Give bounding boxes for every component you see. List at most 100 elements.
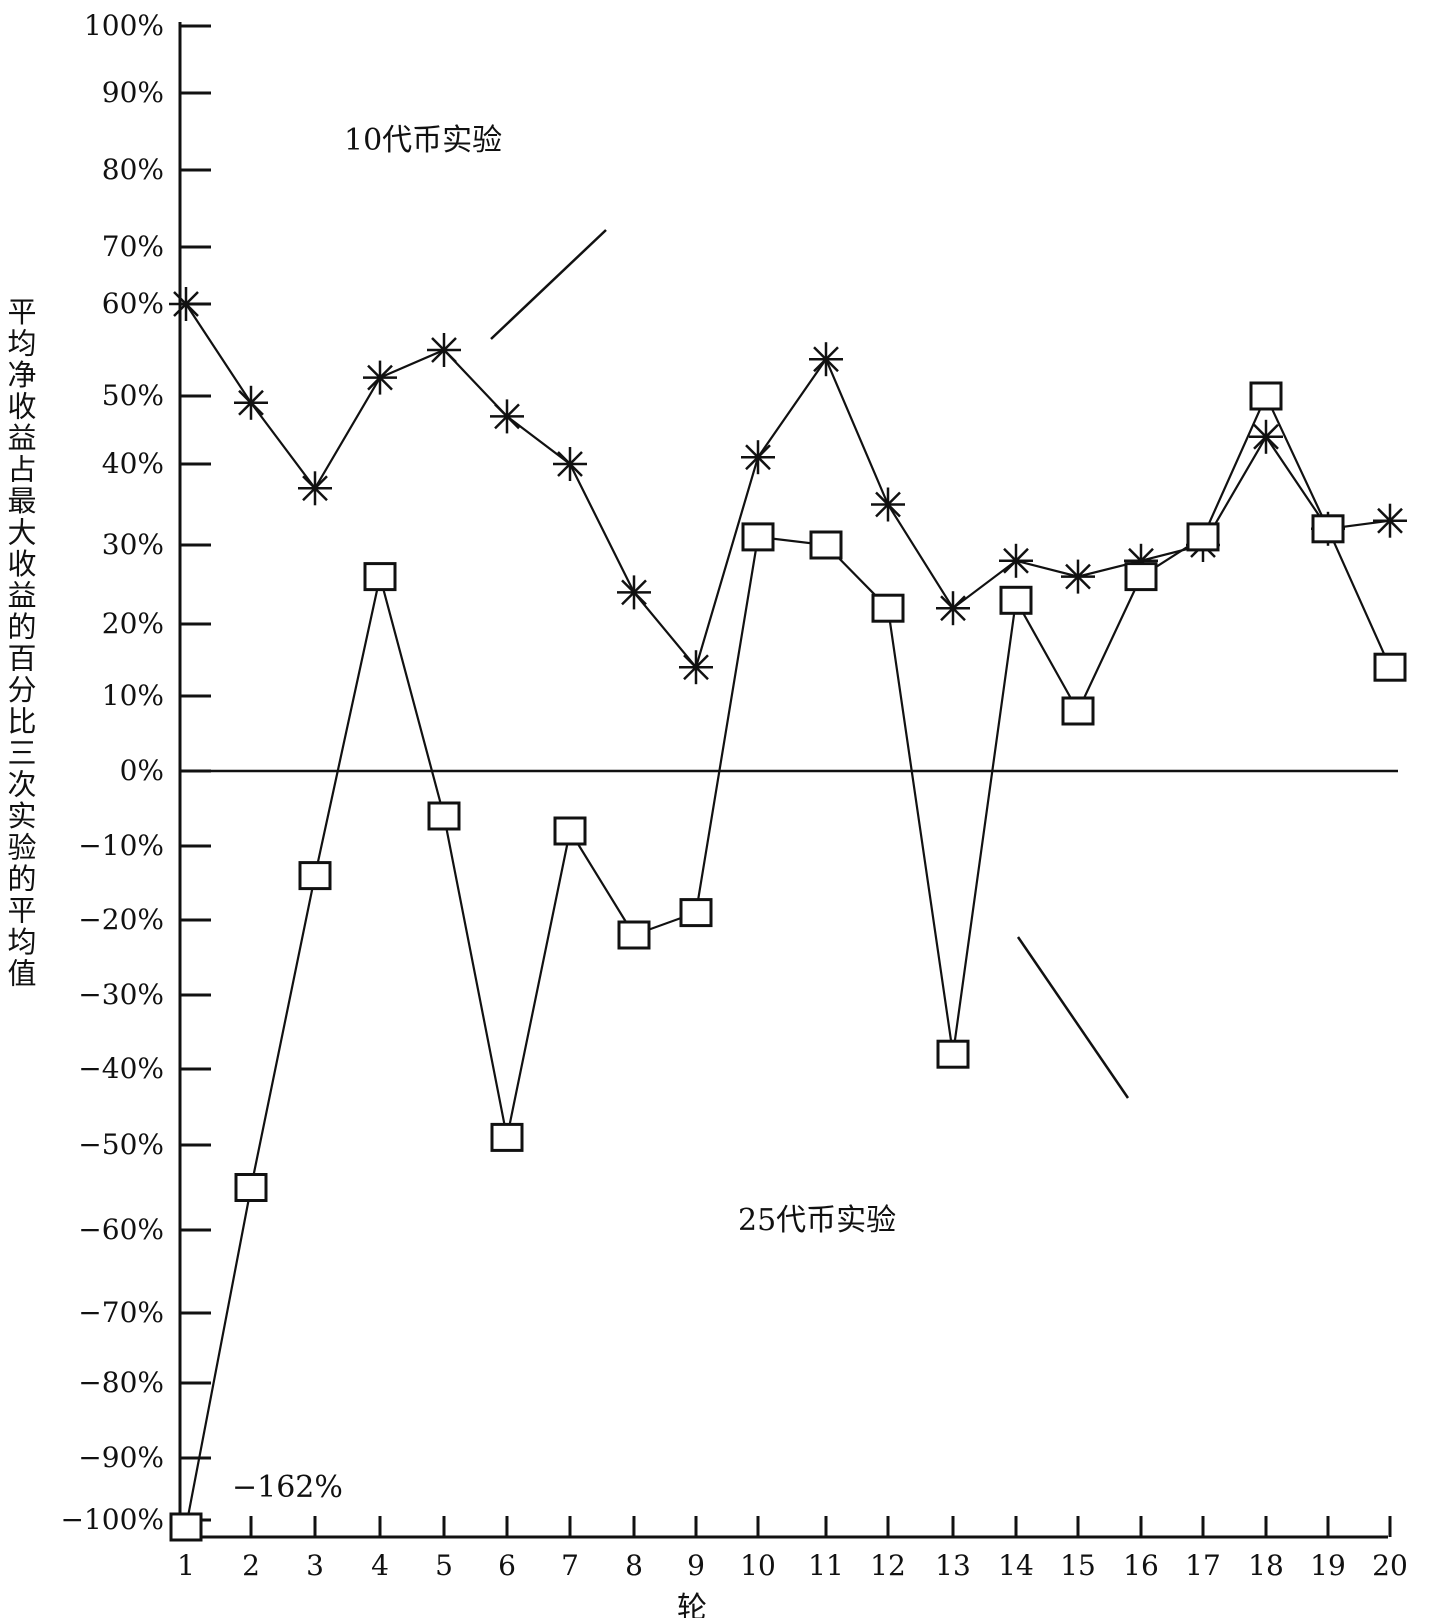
series-2-label: 25代币实验: [738, 1203, 896, 1238]
y-axis-label-char: 百: [7, 642, 36, 676]
y-axis-label-char: 益: [7, 421, 36, 455]
x-axis-label: 轮: [677, 1591, 707, 1618]
series-2-point: [679, 898, 713, 928]
y-axis-label-char: 平: [7, 295, 36, 329]
y-ticks: 100% 90% 80% 70% 60% 50% 40% 30% 20% 10% 0% −10% −20…: [60, 9, 211, 1536]
y-tick-label: −50%: [78, 1128, 164, 1161]
y-tick-label: −40%: [78, 1052, 164, 1085]
series-1-point: [809, 342, 843, 377]
series-1-line: [185, 303, 1391, 670]
y-axis-label-char: 实: [7, 799, 36, 833]
y-axis-label-char: 的: [7, 862, 36, 896]
y-tick-label: −30%: [78, 978, 164, 1011]
series-2-point: [1311, 514, 1345, 544]
x-tick-label: 5: [435, 1549, 453, 1582]
y-tick-label: −10%: [78, 829, 164, 862]
x-tick-label: 20: [1372, 1549, 1408, 1582]
series-2-point: [1373, 652, 1407, 682]
y-axis-label-char: 的: [7, 610, 36, 644]
y-axis-label-char: 占: [7, 453, 36, 487]
x-tick-label: 18: [1248, 1549, 1284, 1582]
series-2-point: [169, 1512, 203, 1542]
x-tick-label: 16: [1123, 1549, 1159, 1582]
y-tick-label: 20%: [102, 607, 164, 640]
series-2-point: [363, 562, 397, 592]
series-1-point: [871, 487, 905, 522]
y-tick-label: −20%: [78, 903, 164, 936]
series-2-pointer-line: [1016, 936, 1130, 1099]
series-1-point: [679, 650, 713, 685]
y-tick-label: −70%: [78, 1296, 164, 1329]
x-tick-label: 13: [935, 1549, 971, 1582]
x-tick-label: 3: [306, 1549, 324, 1582]
y-tick-label: −90%: [78, 1441, 164, 1474]
series-2-point: [1124, 562, 1158, 592]
series-2-point: [999, 585, 1033, 615]
y-tick-label: 90%: [102, 76, 164, 109]
x-tick-label: 10: [740, 1549, 776, 1582]
series-1-point: [363, 360, 397, 395]
series-1-point: [741, 440, 775, 475]
x-tick-label: 11: [808, 1549, 844, 1582]
series-2-point: [1186, 522, 1220, 552]
series-2-point: [553, 816, 587, 846]
x-tick-label: 15: [1060, 1549, 1096, 1582]
series-1-point: [936, 591, 970, 626]
series-2-point: [490, 1122, 524, 1152]
y-axis-label-char: 平: [7, 894, 36, 928]
series-markers: [169, 287, 1407, 1542]
series-2-point: [741, 522, 775, 552]
series-lines: [184, 303, 1392, 1528]
series-1-point: [999, 543, 1033, 578]
series-1-pointer-line: [490, 229, 607, 340]
y-tick-label: 10%: [102, 679, 164, 712]
y-axis-label-char: 验: [7, 831, 36, 865]
series-1-point: [169, 287, 203, 321]
series-1-point: [617, 575, 651, 610]
x-ticks: 1 2 3 4 5 6 7 8 9 10 11 12 13 14 15 16 17 18 19 20: [177, 1516, 1408, 1582]
y-axis-label-char: 收: [7, 547, 36, 581]
x-tick-label: 14: [998, 1549, 1034, 1582]
series-2-point: [617, 920, 651, 950]
series-2-point: [936, 1039, 970, 1069]
y-axis-label-char: 大: [7, 516, 36, 550]
series-2-point: [871, 593, 905, 623]
series-2-point: [809, 530, 843, 560]
y-axis-label-char: 次: [7, 768, 36, 802]
y-axis-label-char: 比: [7, 705, 36, 739]
y-axis-label-char: 均: [7, 925, 36, 959]
min-value-label: −162%: [232, 1470, 343, 1505]
y-axis-label-char: 收: [7, 390, 36, 424]
y-axis-label-char: 三: [7, 736, 36, 770]
y-tick-label: 30%: [102, 528, 164, 561]
x-tick-label: 2: [242, 1549, 260, 1582]
y-tick-label: −80%: [78, 1366, 164, 1399]
y-tick-label: −60%: [78, 1213, 164, 1246]
series-2-point: [1061, 696, 1095, 726]
y-axis-label-char: 值: [7, 957, 36, 991]
x-tick-label: 19: [1310, 1549, 1346, 1582]
x-tick-label: 9: [687, 1549, 705, 1582]
y-tick-label: −100%: [60, 1503, 164, 1536]
y-axis-label-char: 均: [7, 327, 36, 361]
y-axis-label-char: 最: [7, 484, 36, 518]
y-axis-label-char: 净: [7, 358, 36, 392]
y-axis-label-char: 益: [7, 579, 36, 613]
x-tick-label: 4: [371, 1549, 389, 1582]
y-tick-label: 50%: [102, 379, 164, 412]
series-1-label: 10代币实验: [344, 123, 502, 158]
series-1-point: [234, 385, 268, 420]
x-tick-label: 6: [498, 1549, 516, 1582]
x-tick-label: 8: [625, 1549, 643, 1582]
y-tick-label: 60%: [102, 287, 164, 320]
x-tick-label: 12: [870, 1549, 906, 1582]
series-2-point: [427, 801, 461, 831]
series-1-point: [490, 399, 524, 434]
series-2-point: [298, 861, 332, 891]
y-tick-label: 0%: [120, 754, 164, 787]
series-2-point: [1249, 381, 1283, 411]
y-tick-label: 80%: [102, 153, 164, 186]
y-axis-label-char: 分: [7, 673, 36, 707]
